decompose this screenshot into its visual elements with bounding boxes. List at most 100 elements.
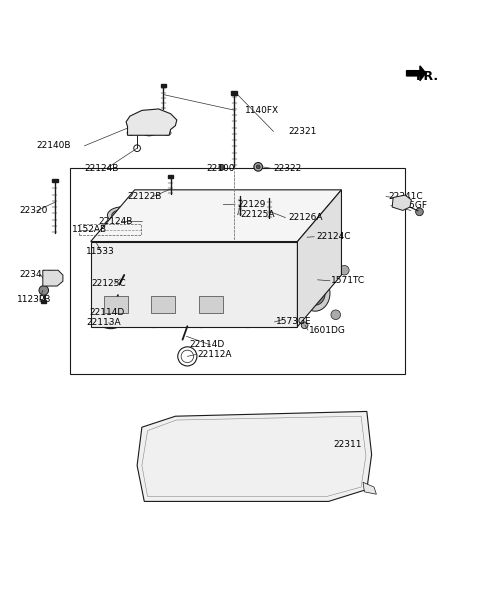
Circle shape (146, 233, 152, 238)
Circle shape (215, 493, 222, 501)
Bar (168, 175, 173, 178)
Ellipse shape (112, 209, 137, 221)
Polygon shape (126, 109, 177, 135)
Circle shape (318, 272, 333, 287)
Polygon shape (137, 411, 372, 501)
Text: 11533: 11533 (86, 247, 115, 256)
Polygon shape (298, 190, 341, 327)
Text: 22126A: 22126A (288, 213, 323, 222)
Text: 22341D: 22341D (19, 269, 54, 278)
Circle shape (279, 315, 288, 324)
Bar (70, 168, 405, 374)
Text: 22100: 22100 (206, 164, 235, 173)
Ellipse shape (116, 294, 120, 297)
Ellipse shape (187, 304, 215, 328)
Text: 1125GF: 1125GF (393, 201, 428, 210)
Ellipse shape (248, 209, 273, 221)
Ellipse shape (97, 308, 117, 324)
Circle shape (280, 247, 286, 253)
Circle shape (301, 322, 308, 328)
Ellipse shape (233, 271, 263, 299)
Ellipse shape (193, 226, 204, 232)
Ellipse shape (148, 226, 158, 232)
Text: 22113A: 22113A (87, 318, 121, 327)
Ellipse shape (163, 131, 171, 135)
Ellipse shape (93, 304, 121, 328)
Text: 22124B: 22124B (99, 217, 133, 226)
Circle shape (321, 275, 329, 284)
Circle shape (353, 479, 361, 486)
Ellipse shape (153, 207, 186, 224)
Bar (52, 179, 58, 182)
Polygon shape (363, 482, 376, 494)
Circle shape (145, 428, 153, 436)
Ellipse shape (203, 209, 228, 221)
Circle shape (292, 438, 330, 477)
Ellipse shape (234, 304, 262, 328)
Ellipse shape (108, 207, 141, 224)
Ellipse shape (300, 275, 330, 311)
Ellipse shape (244, 207, 277, 224)
Circle shape (181, 237, 189, 244)
Bar (41, 300, 46, 303)
Text: 22114D: 22114D (89, 308, 124, 317)
Circle shape (219, 164, 225, 170)
Text: 22112A: 22112A (197, 350, 231, 359)
Circle shape (217, 200, 227, 209)
Ellipse shape (126, 226, 137, 232)
Circle shape (48, 274, 57, 282)
Bar (104, 296, 128, 313)
Ellipse shape (190, 275, 212, 294)
Text: 1123PB: 1123PB (17, 295, 52, 304)
Ellipse shape (139, 271, 168, 299)
Circle shape (226, 438, 264, 477)
Text: 22322: 22322 (274, 164, 302, 173)
Ellipse shape (127, 131, 135, 135)
Circle shape (142, 117, 156, 131)
Text: 22114D: 22114D (190, 340, 225, 349)
Ellipse shape (96, 275, 118, 294)
Circle shape (266, 237, 274, 244)
Text: 22125A: 22125A (240, 210, 275, 219)
Circle shape (39, 285, 48, 295)
Bar (152, 296, 175, 313)
Ellipse shape (186, 271, 216, 299)
Circle shape (219, 202, 224, 207)
Circle shape (331, 310, 340, 319)
Ellipse shape (185, 325, 190, 328)
Text: 22320: 22320 (20, 206, 48, 215)
Text: 22140B: 22140B (36, 141, 71, 150)
Polygon shape (392, 195, 411, 210)
Ellipse shape (263, 226, 273, 232)
Ellipse shape (143, 275, 165, 294)
Text: 1140FX: 1140FX (245, 106, 279, 115)
Circle shape (165, 443, 193, 472)
Text: 22321: 22321 (288, 127, 316, 136)
Bar (199, 296, 223, 313)
Text: FR.: FR. (416, 70, 439, 83)
Circle shape (248, 416, 256, 424)
Ellipse shape (217, 226, 228, 232)
Text: 22129: 22129 (238, 200, 266, 209)
Circle shape (221, 433, 269, 482)
Ellipse shape (239, 226, 249, 232)
Ellipse shape (92, 271, 122, 299)
Ellipse shape (237, 275, 258, 294)
Ellipse shape (238, 308, 257, 324)
Ellipse shape (157, 209, 182, 221)
Text: 22341C: 22341C (388, 192, 423, 201)
Circle shape (192, 233, 197, 238)
Polygon shape (91, 190, 341, 241)
Circle shape (256, 165, 260, 169)
Ellipse shape (191, 308, 210, 324)
Text: 1571TC: 1571TC (331, 277, 365, 285)
Bar (231, 91, 237, 95)
Polygon shape (91, 241, 298, 327)
Circle shape (231, 443, 260, 472)
Circle shape (254, 163, 263, 171)
Text: 22311: 22311 (333, 440, 362, 449)
Text: 22122B: 22122B (128, 192, 162, 201)
Circle shape (160, 438, 198, 477)
Circle shape (101, 252, 107, 258)
Circle shape (396, 197, 405, 207)
